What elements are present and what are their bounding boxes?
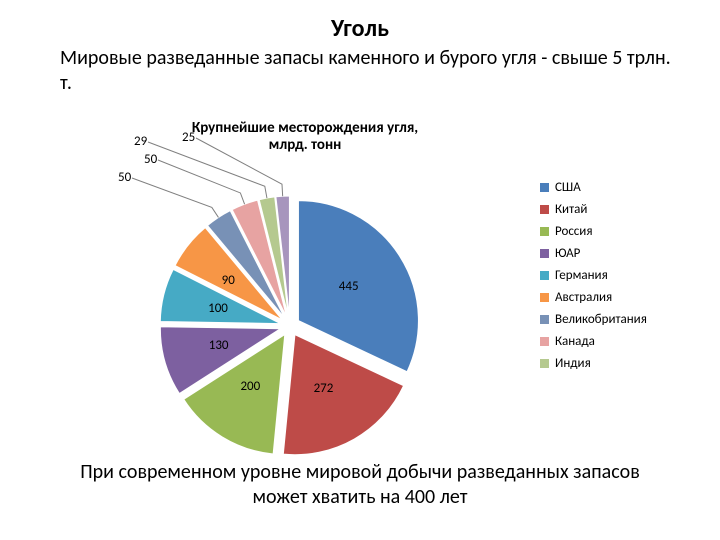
leader-line <box>132 178 218 217</box>
legend-item: ЮАР <box>540 246 647 261</box>
page-title: Уголь <box>0 14 720 43</box>
data-label: 100 <box>208 301 228 316</box>
legend-label: ЮАР <box>555 246 580 261</box>
legend-label: Канада <box>555 334 595 349</box>
data-label: 272 <box>314 381 334 396</box>
data-label: 50 <box>144 152 157 167</box>
legend-swatch <box>540 293 549 302</box>
legend-item: Великобритания <box>540 312 647 327</box>
legend-swatch <box>540 249 549 258</box>
leader-line <box>196 138 283 196</box>
legend-item: Китай <box>540 202 647 217</box>
data-label: 90 <box>222 273 235 288</box>
data-label: 29 <box>134 134 147 149</box>
legend-label: Индия <box>555 356 591 371</box>
legend-item: Россия <box>540 224 647 239</box>
data-label: 130 <box>209 338 229 353</box>
legend-swatch <box>540 227 549 236</box>
legend-swatch <box>540 271 549 280</box>
legend-label: США <box>555 180 581 195</box>
legend-item: Индия <box>540 356 647 371</box>
legend-label: Россия <box>555 224 593 239</box>
legend-item: Германия <box>540 268 647 283</box>
legend-label: Германия <box>555 268 608 283</box>
data-label: 50 <box>118 170 131 185</box>
legend: США Китай Россия ЮАР Германия Австралия Велико… <box>540 180 647 378</box>
data-label: 25 <box>182 130 195 145</box>
legend-swatch <box>540 183 549 192</box>
legend-label: Китай <box>555 202 587 217</box>
page-subtitle: Мировые разведанные запасы каменного и б… <box>60 46 680 96</box>
legend-swatch <box>540 205 549 214</box>
data-label: 445 <box>339 279 359 294</box>
pie-chart: Крупнейшие месторождения угля, млрд. тон… <box>60 130 530 450</box>
legend-label: Австралия <box>555 290 612 305</box>
leader-line <box>158 160 245 204</box>
data-label: 200 <box>240 379 260 394</box>
legend-item: Канада <box>540 334 647 349</box>
legend-item: Австралия <box>540 290 647 305</box>
bottom-text: При современном уровне мировой добычи ра… <box>60 460 660 510</box>
legend-swatch <box>540 315 549 324</box>
legend-swatch <box>540 359 549 368</box>
legend-label: Великобритания <box>555 312 647 327</box>
legend-item: США <box>540 180 647 195</box>
leader-line <box>148 142 267 198</box>
legend-swatch <box>540 337 549 346</box>
